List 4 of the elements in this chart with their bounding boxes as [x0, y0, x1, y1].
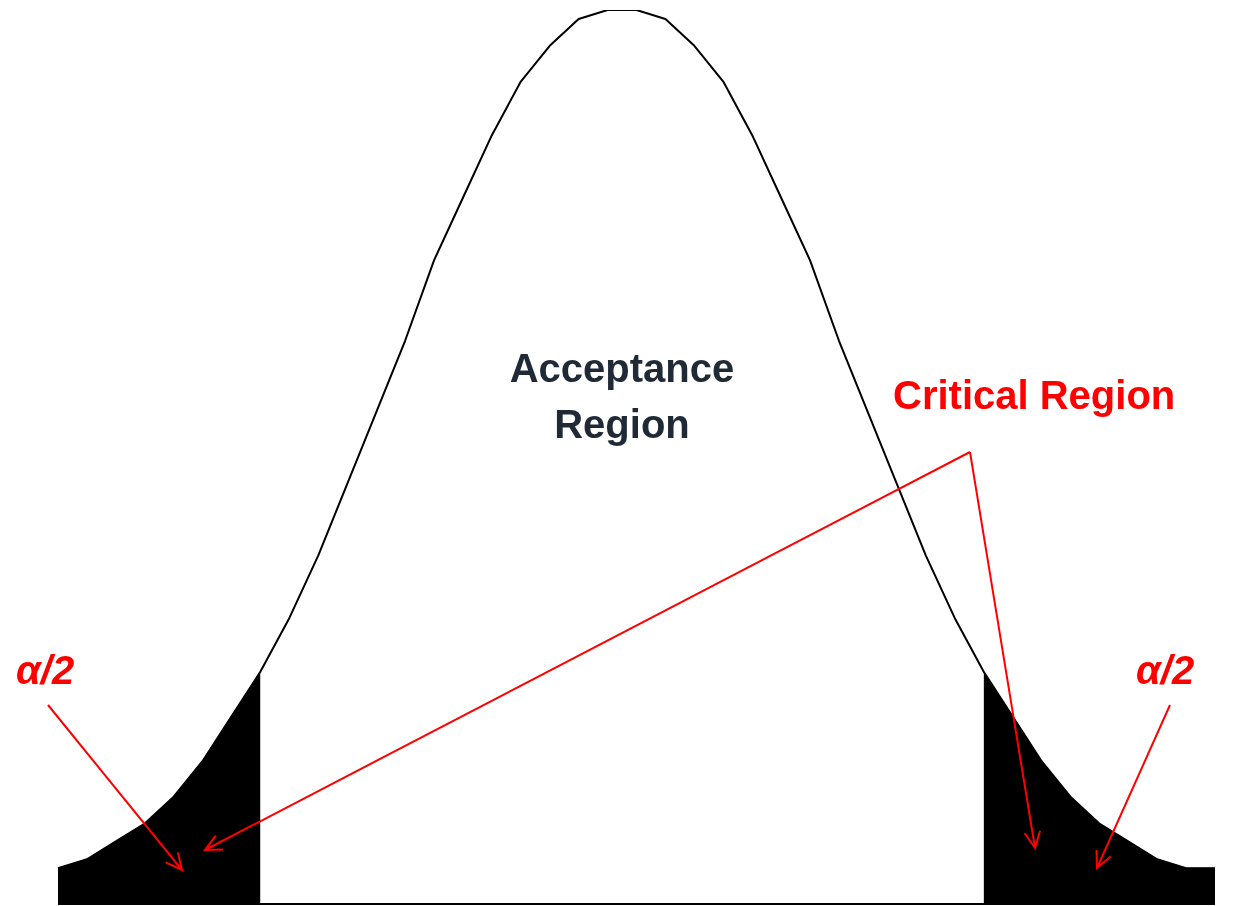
annotation: α/2: [1136, 647, 1195, 694]
annotation: Acceptance Region: [508, 345, 736, 448]
annotation: Critical Region: [893, 372, 1176, 419]
annotation: α/2: [16, 647, 75, 694]
